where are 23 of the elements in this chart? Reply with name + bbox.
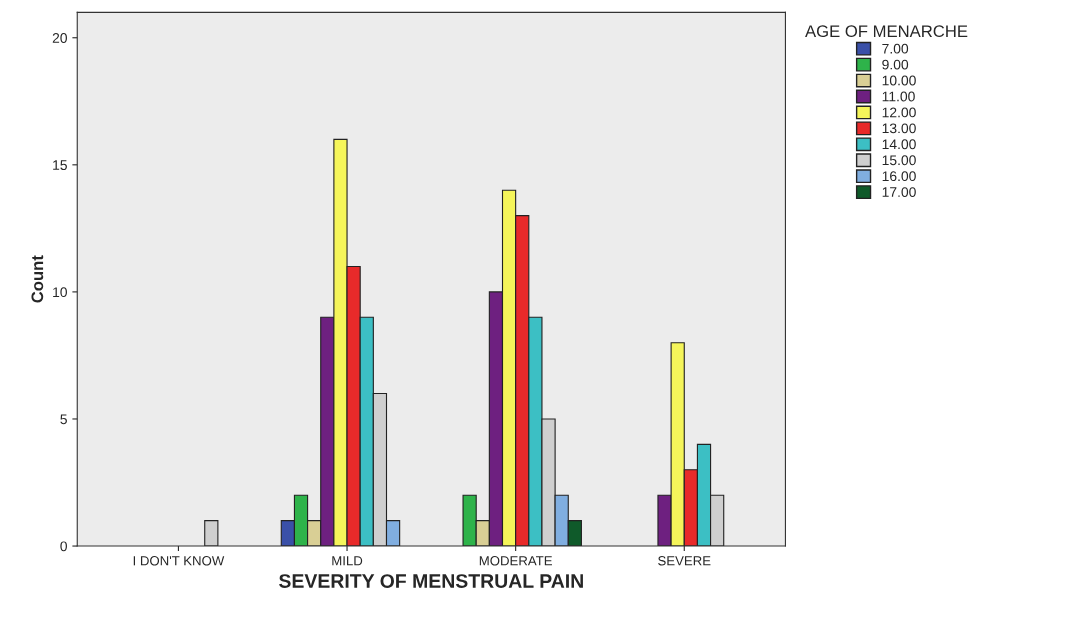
y-axis-title: Count	[31, 255, 44, 303]
legend-label: 14.00	[882, 139, 916, 150]
x-tick-label: MILD	[332, 556, 363, 566]
legend-title: AGE OF MENARCHE	[805, 25, 968, 38]
legend-label: 12.00	[882, 107, 916, 118]
legend-label: 15.00	[882, 155, 916, 166]
y-tick-label: 15	[53, 160, 67, 170]
y-tick-label: 5	[60, 414, 67, 425]
legend-label: 7.00	[882, 43, 909, 54]
x-tick-label: SEVERE	[658, 556, 711, 566]
legend-label: 13.00	[882, 123, 916, 134]
legend-label: 17.00	[882, 187, 916, 198]
bar	[204, 520, 219, 547]
y-tick-label: 0	[60, 541, 67, 552]
y-tick-label: 10	[53, 287, 67, 298]
legend-label: 10.00	[882, 75, 916, 86]
legend-label: 16.00	[882, 171, 916, 182]
x-tick-label: MODERATE	[479, 556, 552, 566]
x-axis-title: SEVERITY OF MENSTRUAL PAIN	[279, 574, 583, 588]
legend-label: 11.00	[882, 91, 915, 102]
legend-label: 9.00	[882, 59, 909, 70]
y-tick-label: 20	[52, 33, 67, 43]
x-tick-label: I DON'T KNOW	[133, 556, 225, 566]
